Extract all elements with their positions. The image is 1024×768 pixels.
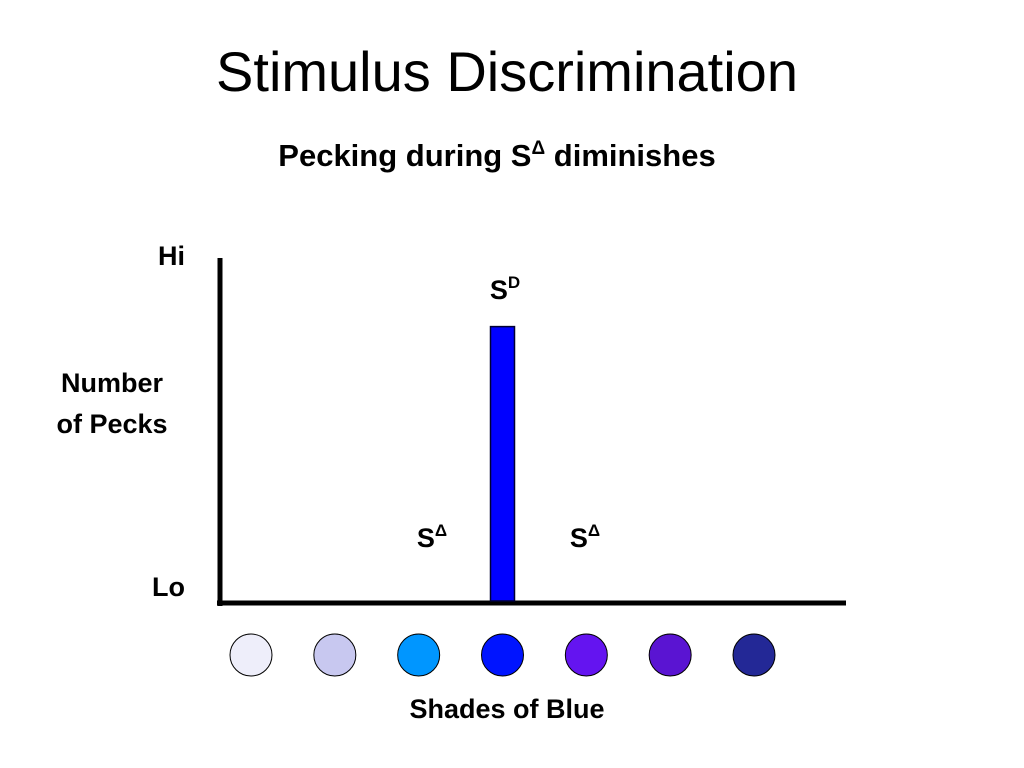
annotation-sup: Δ <box>588 521 600 540</box>
annotation-sup: Δ <box>435 521 447 540</box>
bar <box>489 325 516 602</box>
shade-swatch <box>648 633 692 677</box>
annotation: SΔ <box>570 521 600 553</box>
y-axis-label: of Pecks <box>56 409 167 439</box>
subtitle-sup: Δ <box>532 138 546 159</box>
y-axis-label: Number <box>61 368 164 398</box>
y-tick-label: Lo <box>152 572 185 602</box>
annotation-text: S <box>417 523 435 553</box>
shade-swatch <box>229 633 273 677</box>
y-tick-label: Hi <box>158 241 185 271</box>
subtitle-rest: diminishes <box>545 138 716 173</box>
shade-swatch <box>564 633 608 677</box>
chart-subtitle: Pecking during SΔ diminishes <box>278 138 715 173</box>
shade-swatch <box>313 633 357 677</box>
annotation: SΔ <box>417 521 447 553</box>
shade-swatch <box>397 633 441 677</box>
shade-swatch <box>481 633 524 677</box>
annotation-text: S <box>490 275 508 305</box>
shade-swatch <box>732 633 776 677</box>
annotation: SD <box>490 273 520 305</box>
subtitle-text: Pecking during S <box>278 138 531 173</box>
chart-title: Stimulus Discrimination <box>216 40 798 103</box>
annotation-sup: D <box>508 273 520 292</box>
annotation-text: S <box>570 523 588 553</box>
x-axis-label: Shades of Blue <box>409 694 604 724</box>
